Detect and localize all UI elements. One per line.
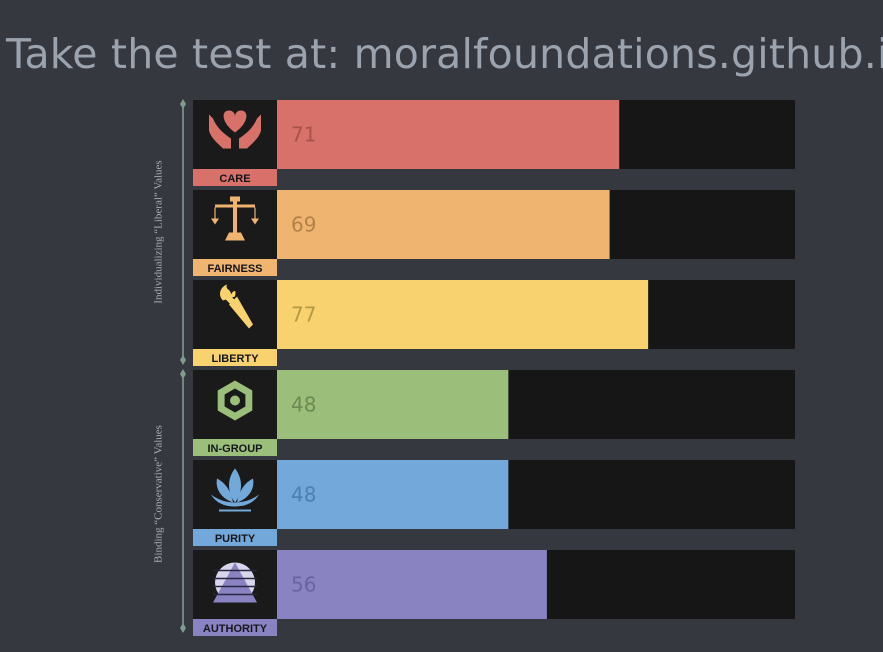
category-label-strip <box>193 619 277 636</box>
group-label: Individualizing “Liberal” Values <box>153 160 165 303</box>
icon-tile <box>193 100 277 169</box>
category-label: CARE <box>219 173 250 185</box>
category-label-strip <box>193 529 277 546</box>
bracket-diamond-icon <box>180 355 186 365</box>
category-label: AUTHORITY <box>203 623 268 635</box>
category-label: LIBERTY <box>211 353 259 365</box>
bar-authority <box>277 550 547 619</box>
group-label: Binding “Conservative” Values <box>153 425 165 563</box>
value-label: 69 <box>291 213 316 237</box>
category-label-strip <box>193 349 277 366</box>
hexagon-icon <box>217 380 253 421</box>
pyramid-icon <box>213 562 257 603</box>
torch-icon <box>220 284 253 329</box>
category-label: IN-GROUP <box>208 443 263 455</box>
bar-fairness <box>277 190 610 259</box>
icon-tile <box>193 280 277 349</box>
category-label-strip <box>193 259 277 276</box>
category-label: PURITY <box>215 533 256 545</box>
bracket-diamond-icon <box>180 369 186 379</box>
bracket-diamond-icon <box>180 99 186 109</box>
bracket-diamond-icon <box>180 623 186 633</box>
bar-purity <box>277 460 509 529</box>
value-label: 56 <box>291 573 316 597</box>
value-label: 77 <box>291 303 316 327</box>
category-label: FAIRNESS <box>207 263 262 275</box>
hands-heart-icon <box>209 110 261 149</box>
category-label-strip <box>193 169 277 186</box>
lotus-icon <box>211 468 259 512</box>
category-label-strip <box>193 439 277 456</box>
value-label: 48 <box>291 393 316 417</box>
value-label: 48 <box>291 483 316 507</box>
value-label: 71 <box>291 123 316 147</box>
page-title[interactable]: Take the test at: moralfoundations.githu… <box>6 30 883 78</box>
scales-icon <box>211 196 259 241</box>
bar-liberty <box>277 280 649 349</box>
bar-care <box>277 100 620 169</box>
bar-in-group <box>277 370 509 439</box>
